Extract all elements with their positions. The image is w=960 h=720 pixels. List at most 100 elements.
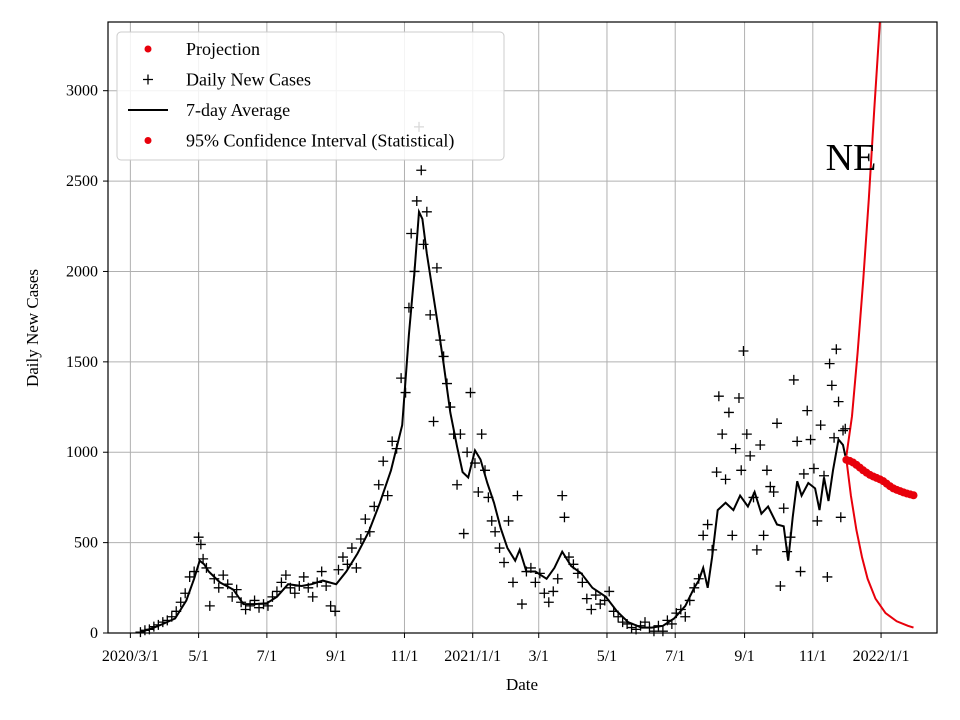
x-tick-label: 7/1	[665, 648, 685, 665]
case-point	[409, 266, 420, 277]
case-point	[499, 557, 510, 568]
seven-day-average-line	[140, 207, 847, 634]
case-point	[267, 591, 278, 602]
legend-marker-dot	[144, 137, 152, 144]
y-tick-label: 2000	[66, 263, 98, 280]
case-point	[325, 600, 336, 611]
case-point	[321, 581, 332, 591]
case-point	[337, 552, 348, 563]
case-point	[748, 492, 759, 503]
case-point	[382, 490, 393, 501]
y-tick-label: 0	[90, 625, 98, 642]
legend: Projection Daily New Cases 7-day Average 95…	[116, 31, 505, 161]
case-point	[653, 620, 664, 631]
case-point	[298, 571, 309, 582]
case-point	[698, 530, 709, 541]
case-point	[195, 539, 206, 550]
case-point	[418, 239, 429, 250]
case-point	[581, 593, 592, 604]
case-point	[792, 436, 803, 447]
case-point	[775, 581, 786, 591]
average-line	[140, 207, 847, 634]
case-point	[416, 165, 427, 176]
case-point	[826, 380, 837, 391]
case-point	[648, 626, 659, 637]
case-point	[548, 586, 559, 597]
y-axis-ticks: 0 500 1000 1500 2000 2500 3000	[66, 83, 108, 642]
x-tick-label: 5/1	[597, 648, 617, 665]
case-point	[782, 546, 793, 557]
case-point	[798, 468, 809, 479]
case-point	[373, 479, 384, 490]
case-point	[421, 206, 432, 217]
case-point	[543, 597, 554, 608]
legend-marker-dot	[144, 45, 152, 53]
case-point	[831, 344, 842, 355]
x-tick-label: 9/1	[326, 648, 346, 665]
case-point	[490, 526, 501, 537]
case-point	[289, 588, 300, 599]
case-point	[693, 573, 704, 584]
x-tick-label: 9/1	[734, 648, 754, 665]
projection-points	[842, 455, 918, 500]
case-point	[733, 393, 744, 403]
case-point	[557, 490, 568, 501]
case-point	[824, 358, 835, 369]
case-point	[294, 581, 305, 591]
case-point	[303, 582, 314, 593]
case-point	[276, 577, 287, 588]
ci-upper-line	[845, 22, 881, 456]
case-point	[608, 606, 619, 617]
case-point	[772, 418, 783, 429]
case-point	[458, 528, 469, 539]
case-point	[680, 611, 691, 622]
case-point	[590, 590, 601, 601]
y-tick-label: 1500	[66, 354, 98, 371]
case-point	[534, 568, 545, 579]
case-point	[626, 622, 637, 633]
case-point	[829, 432, 840, 443]
case-point	[812, 515, 823, 526]
case-point	[751, 544, 762, 555]
case-point	[157, 617, 168, 628]
x-tick-label: 2022/1/1	[853, 648, 910, 665]
case-point	[785, 532, 796, 543]
case-point	[741, 429, 752, 440]
case-point	[559, 512, 570, 523]
case-point	[258, 599, 269, 610]
case-point	[280, 570, 291, 581]
case-point	[204, 600, 215, 611]
case-point	[198, 553, 209, 564]
legend-label: 7-day Average	[186, 100, 290, 120]
x-tick-label: 11/1	[799, 648, 827, 665]
case-point	[213, 582, 224, 593]
case-point	[351, 562, 362, 573]
x-tick-label: 11/1	[391, 648, 419, 665]
case-point	[222, 579, 233, 590]
case-point	[758, 530, 769, 541]
case-point	[586, 604, 597, 615]
y-axis-label: Daily New Cases	[23, 269, 42, 387]
case-point	[428, 416, 439, 427]
x-tick-label: 2021/1/1	[444, 648, 501, 665]
case-point	[840, 423, 851, 434]
case-point	[193, 532, 204, 543]
case-point	[400, 387, 411, 398]
legend-marker-plus	[143, 74, 153, 85]
case-point	[730, 443, 741, 454]
case-point	[227, 591, 238, 602]
legend-label: Daily New Cases	[186, 70, 311, 90]
case-point	[312, 577, 323, 588]
case-point	[245, 600, 256, 611]
case-point	[640, 617, 651, 628]
case-point	[736, 465, 747, 476]
case-point	[445, 402, 456, 413]
case-point	[218, 570, 229, 581]
case-point	[262, 600, 273, 611]
case-point	[469, 458, 480, 469]
x-axis-ticks: 2020/3/1 5/1 7/1 9/1 11/1 2021/1/1 3/1 5/1 7/1 9/…	[102, 633, 910, 665]
case-point	[431, 262, 442, 273]
ci-lower-line	[845, 459, 914, 629]
case-point	[713, 391, 724, 402]
case-point	[525, 562, 536, 573]
